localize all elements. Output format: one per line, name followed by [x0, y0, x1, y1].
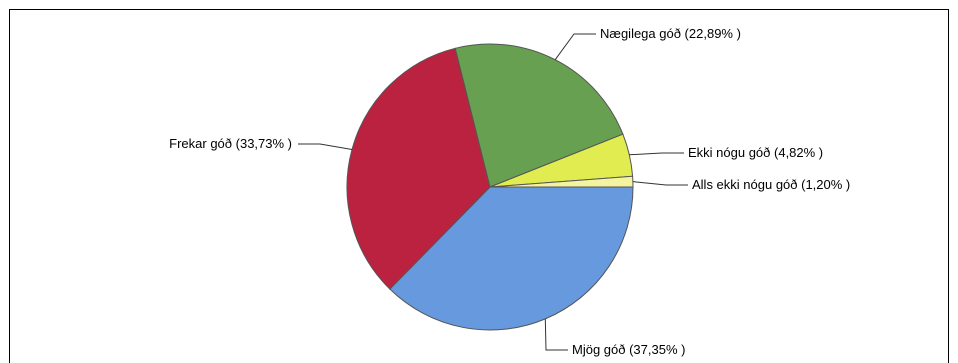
leader-line-alls-ekki-nogu-god	[632, 181, 688, 186]
leader-line-frekar-god	[298, 143, 353, 150]
pie-slice-frekar-god	[346, 47, 491, 290]
slice-label-mjog-god: Mjög góð (37,35% )	[572, 342, 685, 357]
slice-label-naegilega-god: Nægilega góð (22,89% )	[600, 26, 741, 41]
slice-label-alls-ekki-nogu-god: Alls ekki nógu góð (1,20% )	[692, 177, 850, 192]
leader-line-ekki-nogu-god	[629, 152, 684, 156]
leader-line-mjog-god	[544, 318, 568, 351]
slice-label-frekar-god: Frekar góð (33,73% )	[169, 136, 292, 151]
leader-line-naegilega-god	[554, 33, 596, 60]
pie-slice-mjog-god	[389, 186, 634, 331]
slice-label-ekki-nogu-god: Ekki nógu góð (4,82% )	[688, 145, 823, 160]
pie-slice-alls-ekki-nogu-god	[489, 175, 634, 188]
pie-slice-naegilega-god	[454, 43, 624, 188]
